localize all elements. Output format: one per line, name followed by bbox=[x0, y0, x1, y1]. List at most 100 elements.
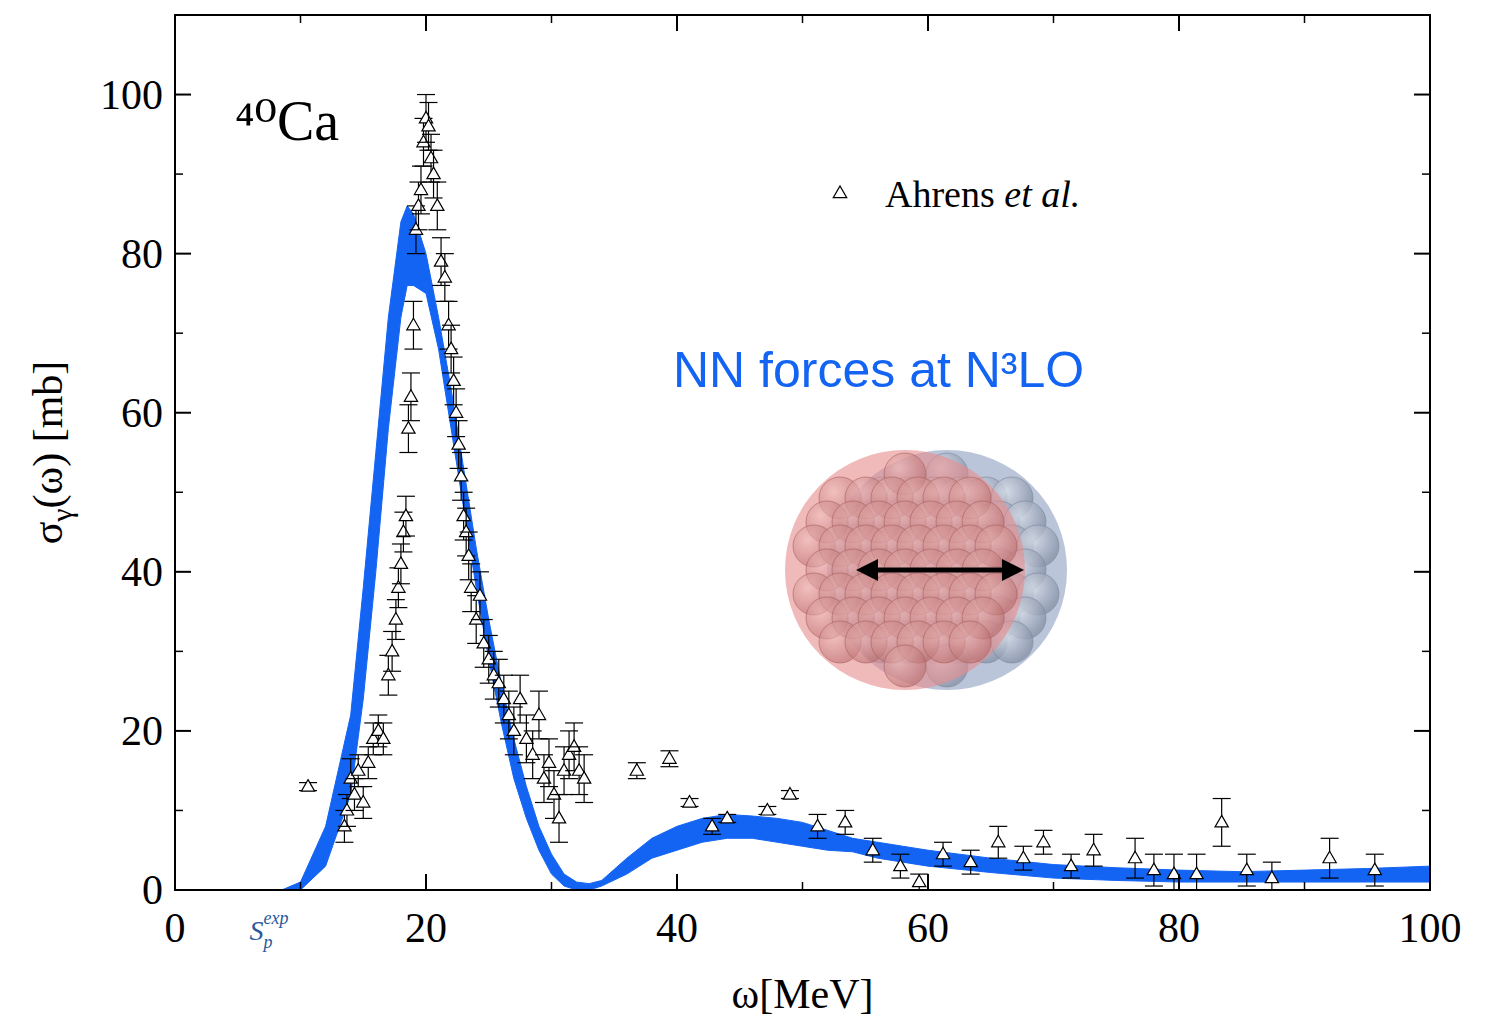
x-tick bbox=[1429, 15, 1431, 31]
y-tick bbox=[175, 94, 191, 96]
data-point bbox=[513, 692, 526, 704]
error-cap bbox=[442, 372, 460, 373]
error-cap bbox=[934, 866, 952, 867]
data-point bbox=[1190, 867, 1203, 879]
y-tick bbox=[175, 412, 191, 414]
y-tick bbox=[1414, 730, 1430, 732]
error-cap bbox=[1321, 877, 1339, 878]
error-cap bbox=[432, 237, 450, 238]
data-point bbox=[442, 318, 455, 330]
error-cap bbox=[452, 452, 470, 453]
error-cap bbox=[530, 691, 548, 692]
data-point bbox=[913, 875, 926, 887]
x-tick bbox=[174, 874, 176, 890]
error-cap bbox=[1034, 830, 1052, 831]
data-point bbox=[402, 422, 415, 434]
data-point bbox=[1368, 863, 1381, 875]
error-cap bbox=[809, 838, 827, 839]
error-cap bbox=[455, 539, 473, 540]
data-point bbox=[839, 815, 852, 827]
x-minor-tick bbox=[300, 15, 302, 23]
y-tick-label: 40 bbox=[121, 549, 163, 595]
error-cap bbox=[1034, 854, 1052, 855]
data-point bbox=[964, 855, 977, 867]
y-tick bbox=[175, 253, 191, 255]
data-point bbox=[385, 644, 398, 656]
error-cap bbox=[524, 778, 542, 779]
error-cap bbox=[480, 635, 498, 636]
y-tick bbox=[1414, 412, 1430, 414]
proton bbox=[884, 645, 926, 687]
data-point bbox=[447, 374, 460, 386]
data-point bbox=[1265, 871, 1278, 883]
x-tick bbox=[927, 15, 929, 31]
y-tick bbox=[175, 571, 191, 573]
error-cap bbox=[560, 778, 578, 779]
error-cap bbox=[447, 388, 465, 389]
data-point bbox=[630, 764, 643, 776]
error-cap bbox=[962, 873, 980, 874]
x-tick bbox=[1429, 874, 1431, 890]
data-point bbox=[357, 796, 370, 808]
y-axis-title: σγ(ω) [mb] bbox=[25, 361, 78, 545]
x-minor-tick bbox=[1304, 882, 1306, 890]
y-tick bbox=[175, 730, 191, 732]
data-point bbox=[412, 199, 425, 211]
error-cap bbox=[452, 500, 470, 501]
error-cap bbox=[402, 372, 420, 373]
data-point bbox=[866, 843, 879, 855]
error-cap bbox=[989, 858, 1007, 859]
x-tick-label: 60 bbox=[907, 905, 949, 951]
error-cap bbox=[540, 738, 558, 739]
error-cap bbox=[628, 778, 646, 779]
error-cap bbox=[934, 842, 952, 843]
error-cap bbox=[485, 651, 503, 652]
data-point bbox=[301, 780, 314, 792]
data-point bbox=[434, 255, 447, 267]
error-cap bbox=[450, 468, 468, 469]
error-cap bbox=[891, 854, 909, 855]
data-point bbox=[542, 756, 555, 768]
error-cap bbox=[392, 543, 410, 544]
chart: 020406080100020406080100ω[MeV]σγ(ω) [mb]… bbox=[0, 0, 1496, 1027]
error-cap bbox=[404, 301, 422, 302]
error-cap bbox=[836, 810, 854, 811]
error-cap bbox=[455, 492, 473, 493]
error-cap bbox=[500, 691, 518, 692]
y-minor-tick bbox=[1422, 651, 1430, 653]
error-cap bbox=[575, 802, 593, 803]
error-cap bbox=[1238, 854, 1256, 855]
error-cap bbox=[374, 722, 392, 723]
error-cap bbox=[565, 722, 583, 723]
error-cap bbox=[345, 810, 363, 811]
error-cap bbox=[511, 675, 529, 676]
error-cap bbox=[864, 838, 882, 839]
x-minor-tick bbox=[551, 882, 553, 890]
y-tick-label: 60 bbox=[121, 390, 163, 436]
x-tick-label: 0 bbox=[165, 905, 186, 951]
plot-frame bbox=[175, 15, 1430, 890]
error-cap bbox=[1014, 846, 1032, 847]
x-minor-tick bbox=[802, 15, 804, 23]
data-point bbox=[348, 788, 361, 800]
error-cap bbox=[471, 571, 489, 572]
error-cap bbox=[570, 746, 588, 747]
arrow-head bbox=[856, 559, 878, 581]
error-cap bbox=[407, 253, 425, 254]
y-tick-label: 0 bbox=[142, 867, 163, 913]
error-cap bbox=[1263, 862, 1281, 863]
error-cap bbox=[1188, 854, 1206, 855]
data-point bbox=[507, 724, 520, 736]
error-cap bbox=[1062, 877, 1080, 878]
error-cap bbox=[462, 563, 480, 564]
data-point bbox=[663, 752, 676, 764]
data-point bbox=[1215, 815, 1228, 827]
error-cap bbox=[436, 253, 454, 254]
error-cap bbox=[495, 722, 513, 723]
x-tick bbox=[1178, 874, 1180, 890]
error-cap bbox=[397, 496, 415, 497]
data-point bbox=[473, 589, 486, 601]
data-point bbox=[462, 549, 475, 561]
data-point bbox=[427, 167, 440, 179]
error-cap bbox=[989, 826, 1007, 827]
